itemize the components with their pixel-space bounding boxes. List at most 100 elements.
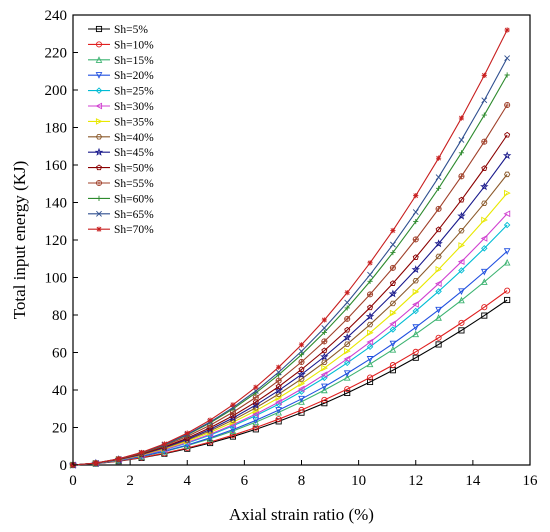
data-point xyxy=(390,227,396,234)
data-point xyxy=(458,242,466,249)
data-point xyxy=(458,227,465,234)
data-point xyxy=(481,97,488,104)
data-point xyxy=(252,426,259,433)
data-point xyxy=(95,179,103,187)
data-point xyxy=(344,299,351,306)
legend-item: Sh=50% xyxy=(88,163,154,175)
legend-item: Sh=15% xyxy=(88,55,154,67)
legend-label: Sh=5% xyxy=(114,24,148,36)
data-point xyxy=(343,359,351,367)
data-point xyxy=(252,394,259,401)
data-point xyxy=(435,314,442,321)
data-point xyxy=(389,345,397,353)
data-point xyxy=(344,326,351,333)
data-point xyxy=(481,304,488,311)
data-point xyxy=(298,398,305,405)
data-point xyxy=(367,378,374,386)
data-point xyxy=(504,171,511,178)
data-point xyxy=(366,321,374,328)
data-point xyxy=(435,205,442,212)
data-point xyxy=(207,417,213,423)
data-point xyxy=(116,456,122,462)
data-point xyxy=(411,265,420,274)
data-point xyxy=(252,407,260,415)
legend-item: Sh=55% xyxy=(88,178,154,190)
data-point xyxy=(321,359,328,366)
data-point xyxy=(502,151,512,160)
data-point xyxy=(389,309,397,317)
data-point xyxy=(253,384,259,390)
data-point xyxy=(457,211,466,220)
data-point xyxy=(184,430,190,436)
data-point xyxy=(367,304,374,311)
data-point xyxy=(412,301,419,308)
data-point xyxy=(321,396,328,404)
legend-item: Sh=25% xyxy=(88,86,154,98)
data-point xyxy=(481,72,487,78)
data-point xyxy=(344,315,351,322)
series-line xyxy=(72,290,508,466)
data-point xyxy=(412,254,419,260)
data-point xyxy=(390,249,396,256)
data-point xyxy=(504,72,510,78)
data-point xyxy=(275,398,282,406)
data-point xyxy=(96,195,102,201)
data-point xyxy=(344,341,351,347)
legend-label: Sh=35% xyxy=(114,116,154,128)
y-tick-label: 120 xyxy=(45,233,68,249)
data-point xyxy=(480,235,488,242)
plot-frame xyxy=(72,14,531,466)
data-point xyxy=(504,101,511,109)
axes-layer: 0 2 4 6 8 10 12 14 16020406080100120140160180200… xyxy=(45,8,539,489)
data-point xyxy=(412,348,419,355)
data-point xyxy=(367,271,373,278)
data-point xyxy=(298,342,305,348)
legend-label: Sh=15% xyxy=(114,55,154,67)
data-point xyxy=(95,41,103,48)
legend: Sh=5% Sh=10% Sh=15% Sh=20% Sh=25% Sh=30% Sh=35… xyxy=(88,24,154,236)
legend-item: Sh=65% xyxy=(88,209,154,221)
y-tick-label: 140 xyxy=(45,196,68,212)
series-line xyxy=(72,104,508,466)
x-tick-label: 14 xyxy=(465,473,481,489)
data-point xyxy=(503,210,511,218)
legend-item: Sh=60% xyxy=(88,193,154,205)
data-point xyxy=(412,288,420,296)
series-layer xyxy=(68,27,512,469)
data-point xyxy=(95,134,103,140)
data-point xyxy=(389,362,396,369)
data-point xyxy=(298,406,305,414)
data-point xyxy=(434,280,442,288)
legend-label: Sh=70% xyxy=(114,224,154,236)
data-point xyxy=(365,312,375,321)
data-point xyxy=(481,165,488,171)
data-point xyxy=(458,196,465,203)
data-point xyxy=(366,291,374,298)
data-point xyxy=(275,383,282,390)
data-point xyxy=(435,334,442,341)
data-point xyxy=(504,27,510,33)
legend-item: Sh=70% xyxy=(88,224,154,236)
data-point xyxy=(275,377,282,384)
legend-item: Sh=30% xyxy=(88,101,154,113)
legend-label: Sh=65% xyxy=(114,209,154,221)
data-point xyxy=(504,287,511,294)
data-point xyxy=(344,389,351,397)
data-point xyxy=(96,226,102,232)
data-point xyxy=(344,290,350,296)
legend-label: Sh=55% xyxy=(114,178,154,190)
data-point xyxy=(413,218,419,225)
data-point xyxy=(458,319,465,326)
data-point xyxy=(366,338,374,346)
data-point xyxy=(95,56,103,63)
data-point xyxy=(366,374,374,381)
data-point xyxy=(412,330,420,338)
series-line xyxy=(72,250,508,466)
legend-label: Sh=20% xyxy=(114,70,154,82)
data-point xyxy=(435,253,442,260)
data-point xyxy=(96,210,102,217)
legend-label: Sh=10% xyxy=(114,39,154,51)
data-point xyxy=(504,55,511,62)
data-point xyxy=(207,438,214,446)
series-line xyxy=(72,213,508,466)
